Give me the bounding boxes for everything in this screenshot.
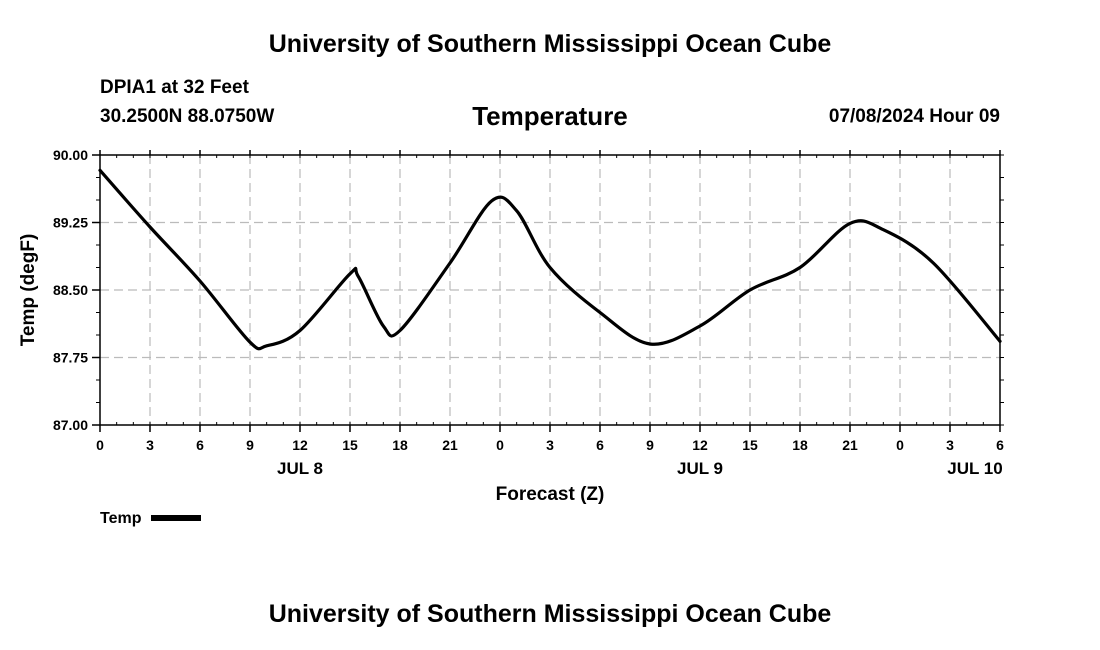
forecast-datetime: 07/08/2024 Hour 09 <box>828 106 1000 127</box>
x-tick-label: 21 <box>842 437 858 453</box>
x-tick-label: 3 <box>546 437 554 453</box>
legend-swatch-temp <box>151 514 202 521</box>
x-tick-label: 9 <box>246 437 254 453</box>
x-tick-label: 0 <box>96 437 104 453</box>
y-tick-label: 87.00 <box>53 417 88 433</box>
footer-title: University of Southern Mississippi Ocean… <box>268 600 832 628</box>
x-tick-label: 18 <box>392 437 408 453</box>
x-tick-label: 6 <box>596 437 604 453</box>
chart-title: Temperature <box>472 101 628 131</box>
legend: Temp <box>100 510 202 528</box>
date-label: JUL 8 <box>277 459 323 478</box>
x-tick-label: 3 <box>146 437 154 453</box>
x-tick-label: 6 <box>196 437 204 453</box>
station-label: DPIA1 at 32 Feet <box>100 77 249 98</box>
date-label: JUL 9 <box>677 459 723 478</box>
x-tick-labels: 0 3 6 9 12 15 18 21 0 3 6 9 12 15 18 21 0 3 6 <box>96 437 1004 453</box>
y-tick-label: 88.50 <box>53 282 88 298</box>
x-axis-label: Forecast (Z) <box>496 484 605 505</box>
x-tick-label: 0 <box>896 437 904 453</box>
legend-label-temp: Temp <box>100 510 142 527</box>
x-tick-label: 21 <box>442 437 458 453</box>
x-tick-label: 18 <box>792 437 808 453</box>
x-tick-label: 15 <box>742 437 758 453</box>
x-tick-label: 9 <box>646 437 654 453</box>
y-tick-labels: 90.00 89.25 88.50 87.75 87.00 <box>53 147 88 433</box>
y-axis-label: Temp (degF) <box>18 234 39 347</box>
y-tick-label: 90.00 <box>53 147 88 163</box>
chart-grid <box>100 155 1000 425</box>
x-tick-label: 6 <box>996 437 1004 453</box>
axis-ticks <box>92 150 1004 432</box>
x-tick-label: 12 <box>692 437 708 453</box>
date-labels: JUL 8 JUL 9 JUL 10 <box>277 459 1003 478</box>
x-tick-label: 0 <box>496 437 504 453</box>
station-coordinates: 30.2500N 88.0750W <box>100 106 275 127</box>
date-label: JUL 10 <box>947 459 1002 478</box>
series-line-temp <box>98 168 1002 351</box>
temperature-chart: 90.00 89.25 88.50 87.75 87.00 0 3 6 9 12 15 18 21 0 3… <box>18 147 1004 505</box>
y-tick-label: 89.25 <box>53 215 88 231</box>
y-tick-label: 87.75 <box>53 350 88 366</box>
x-tick-label: 12 <box>292 437 308 453</box>
x-tick-label: 15 <box>342 437 358 453</box>
page-title: University of Southern Mississippi Ocean… <box>268 30 832 58</box>
x-tick-label: 3 <box>946 437 954 453</box>
